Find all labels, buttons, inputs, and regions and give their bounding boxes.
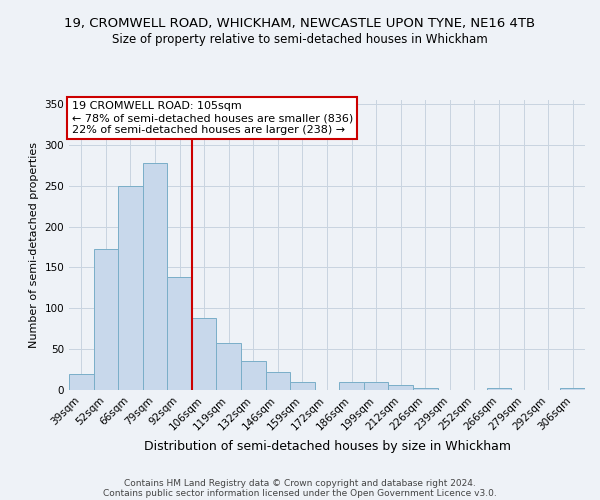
Text: 19, CROMWELL ROAD, WHICKHAM, NEWCASTLE UPON TYNE, NE16 4TB: 19, CROMWELL ROAD, WHICKHAM, NEWCASTLE U… — [64, 18, 536, 30]
Y-axis label: Number of semi-detached properties: Number of semi-detached properties — [29, 142, 39, 348]
Bar — [364, 382, 388, 390]
Bar — [266, 372, 290, 390]
Text: 19 CROMWELL ROAD: 105sqm
← 78% of semi-detached houses are smaller (836)
22% of : 19 CROMWELL ROAD: 105sqm ← 78% of semi-d… — [71, 102, 353, 134]
Bar — [94, 250, 118, 390]
Bar — [217, 344, 241, 390]
Bar — [413, 388, 437, 390]
Bar — [487, 388, 511, 390]
Text: Contains HM Land Registry data © Crown copyright and database right 2024.: Contains HM Land Registry data © Crown c… — [124, 478, 476, 488]
Bar — [290, 382, 315, 390]
Bar — [560, 388, 585, 390]
Bar — [143, 163, 167, 390]
Bar — [241, 362, 266, 390]
Bar — [388, 385, 413, 390]
Bar — [339, 382, 364, 390]
Bar — [69, 374, 94, 390]
Bar — [118, 186, 143, 390]
Text: Contains public sector information licensed under the Open Government Licence v3: Contains public sector information licen… — [103, 488, 497, 498]
Bar — [167, 278, 192, 390]
Text: Size of property relative to semi-detached houses in Whickham: Size of property relative to semi-detach… — [112, 32, 488, 46]
Bar — [192, 318, 217, 390]
X-axis label: Distribution of semi-detached houses by size in Whickham: Distribution of semi-detached houses by … — [143, 440, 511, 453]
